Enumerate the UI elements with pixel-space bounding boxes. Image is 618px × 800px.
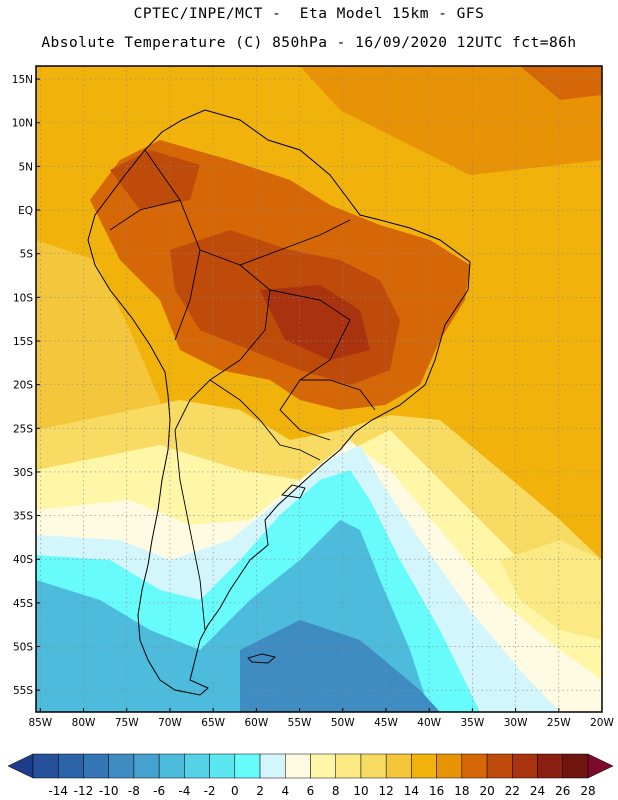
colorbar-label: 26 xyxy=(555,784,570,798)
colorbar: -14 -12 -10 -8 -6 -4 -2 0 2 4 6 8 10 12 14 16 18 20 22 24 26… xyxy=(7,753,614,798)
colorbar-label: -2 xyxy=(204,784,216,798)
chart-subtitle: Absolute Temperature (C) 850hPa - 16/09/… xyxy=(41,35,577,51)
colorbar-swatch xyxy=(360,753,387,779)
colorbar-swatch xyxy=(335,753,362,779)
colorbar-swatch xyxy=(537,753,564,779)
lon-label: 50W xyxy=(331,717,355,729)
colorbar-label: -14 xyxy=(48,784,68,798)
lon-label: 85W xyxy=(28,717,52,729)
colorbar-label: 20 xyxy=(479,784,494,798)
colorbar-swatch xyxy=(32,753,59,779)
lon-label: 65W xyxy=(201,717,225,729)
lon-label: 80W xyxy=(72,717,96,729)
colorbar-swatch xyxy=(411,753,437,779)
colorbar-label: 28 xyxy=(580,784,595,798)
colorbar-swatch xyxy=(209,753,236,779)
lon-label: 70W xyxy=(158,717,182,729)
lon-label: 45W xyxy=(374,717,398,729)
colorbar-label: 8 xyxy=(332,784,340,798)
colorbar-right-arrow xyxy=(587,753,614,779)
map-frame xyxy=(35,65,603,713)
colorbar-label: -8 xyxy=(128,784,140,798)
colorbar-swatch xyxy=(57,753,84,779)
colorbar-label: 18 xyxy=(454,784,469,798)
lat-label: 45S xyxy=(13,598,33,610)
colorbar-label: 0 xyxy=(231,784,239,798)
colorbar-label: 4 xyxy=(281,784,289,798)
lat-label: 15N xyxy=(12,74,33,86)
chart-title: CPTEC/INPE/MCT - Eta Model 15km - GFS xyxy=(133,6,485,22)
lat-label: 5N xyxy=(18,161,33,173)
colorbar-label: 12 xyxy=(379,784,394,798)
field-band-m8 xyxy=(240,620,440,712)
lat-label: 10N xyxy=(12,118,33,130)
lon-label: 25W xyxy=(547,717,571,729)
colorbar-swatch xyxy=(108,753,135,779)
lat-label: 40S xyxy=(13,554,33,566)
colorbar-swatch xyxy=(310,753,336,779)
colorbar-label: 24 xyxy=(530,784,545,798)
lat-label: 55S xyxy=(13,685,33,697)
lon-label: 20W xyxy=(590,717,614,729)
lat-label: 25S xyxy=(13,423,33,435)
colorbar-swatch xyxy=(158,753,185,779)
colorbar-label: -12 xyxy=(74,784,94,798)
temperature-field xyxy=(36,66,602,712)
colorbar-swatch xyxy=(83,753,109,779)
lat-label: 20S xyxy=(13,380,33,392)
south-america-coast xyxy=(87,109,471,696)
lat-label: 35S xyxy=(13,511,33,523)
colorbar-label: 14 xyxy=(404,784,419,798)
colorbar-swatch xyxy=(562,753,589,779)
colorbar-label: 22 xyxy=(505,784,520,798)
lon-label: 55W xyxy=(288,717,312,729)
lat-label: 50S xyxy=(13,642,33,654)
lon-label: 60W xyxy=(244,717,268,729)
lon-label: 75W xyxy=(115,717,139,729)
field-ne-corner xyxy=(520,66,602,100)
lat-label: 15S xyxy=(13,336,33,348)
coastlines xyxy=(87,109,471,696)
colorbar-swatch xyxy=(133,753,160,779)
longitude-labels: 85W 80W 75W 70W 65W 60W 55W 50W 45W 40W 35W 30W 25W 2… xyxy=(28,717,614,729)
colorbar-swatch xyxy=(512,753,538,779)
falklands xyxy=(247,653,276,664)
lon-label: 30W xyxy=(504,717,528,729)
lat-label: 10S xyxy=(13,292,33,304)
lon-label: 35W xyxy=(461,717,485,729)
colorbar-left-arrow xyxy=(7,753,34,779)
colorbar-label: 10 xyxy=(353,784,368,798)
colorbar-label: -6 xyxy=(153,784,165,798)
country-borders xyxy=(109,149,376,631)
colorbar-swatch xyxy=(385,753,412,779)
colorbar-label: -4 xyxy=(178,784,190,798)
colorbar-label: 2 xyxy=(256,784,264,798)
lat-label: 5S xyxy=(20,249,34,261)
lat-label: 30S xyxy=(13,467,33,479)
colorbar-label: 16 xyxy=(429,784,444,798)
colorbar-label: 6 xyxy=(307,784,315,798)
field-east-warm xyxy=(500,540,602,640)
colorbar-swatch xyxy=(461,753,488,779)
colorbar-swatch xyxy=(259,753,286,779)
lat-label: EQ xyxy=(18,205,33,217)
colorbar-swatch xyxy=(285,753,311,779)
uruguay-lagoon xyxy=(281,484,306,499)
colorbar-swatch xyxy=(234,753,261,779)
lon-label: 40W xyxy=(417,717,441,729)
field-n-atlantic xyxy=(300,66,602,175)
latitude-labels: 15N 10N 5N EQ 5S 10S 15S 20S 25S 30S 35S 40S 45S 50S 5… xyxy=(12,74,34,697)
colorbar-swatch xyxy=(486,753,513,779)
colorbar-label: -10 xyxy=(99,784,119,798)
colorbar-swatch xyxy=(436,753,463,779)
colorbar-swatch xyxy=(184,753,210,779)
